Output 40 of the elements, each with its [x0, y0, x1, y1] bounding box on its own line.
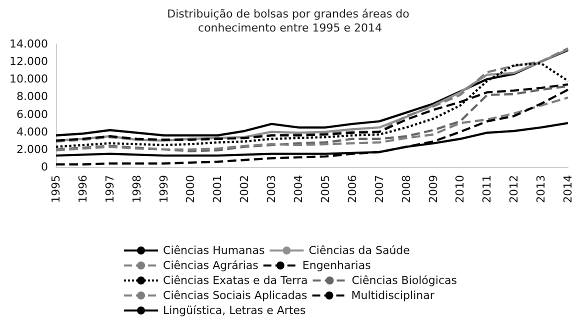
x-tick-label: 2004	[292, 175, 306, 203]
x-tick-label: 2002	[238, 175, 252, 203]
line-series	[54, 96, 570, 152]
x-tick-label: 2003	[265, 175, 278, 203]
chart-title: Distribuição de bolsas por grandes áreas do conhecimento entre 1995 e 2014	[167, 8, 413, 34]
x-tick-label: 1997	[103, 175, 116, 203]
x-tick-label: 2007	[372, 175, 386, 203]
x-tick-label: 2013	[534, 175, 548, 203]
x-tick-label: 1995	[50, 175, 62, 203]
legend-label: Lingüística, Letras e Artes	[163, 304, 306, 317]
x-tick-label: 2005	[318, 175, 332, 203]
x-tick-label: 2006	[346, 175, 359, 203]
legend-label: Ciências Exatas e da Terra	[163, 274, 308, 287]
y-tick-label: 2.000	[16, 142, 48, 156]
x-tick-label: 1996	[76, 175, 90, 203]
x-tick-label: 2011	[480, 175, 494, 203]
x-tick-label: 2010	[454, 175, 467, 203]
x-tick-label: 1998	[130, 175, 144, 203]
legend-label: Ciências Agrárias	[163, 259, 259, 272]
y-tick-label: 0	[41, 160, 48, 174]
x-tick-label: 2014	[562, 175, 574, 203]
x-tick-label: 1999	[157, 175, 170, 203]
y-tick-label: 12.000	[10, 55, 48, 68]
y-tick-label: 4.000	[16, 125, 48, 138]
legend-label: Ciências da Saúde	[308, 244, 410, 257]
line-series	[54, 88, 570, 166]
legend-label: Ciências Sociais Aplicadas	[163, 289, 308, 302]
legend-label: Multidisciplinar	[351, 289, 435, 302]
x-tick-label: 2001	[211, 175, 224, 203]
y-tick-label: 6.000	[16, 108, 48, 121]
x-tick-label: 2000	[184, 175, 198, 203]
legend-label: Ciências Biológicas	[352, 274, 458, 287]
legend-label: Engenharias	[302, 259, 372, 272]
y-tick-label: 10.000	[10, 72, 48, 86]
x-tick-label: 2012	[508, 175, 521, 203]
legend-label: Ciências Humanas	[163, 244, 265, 257]
x-tick-label: 2009	[426, 175, 440, 203]
y-tick-label: 14.000	[10, 38, 48, 50]
y-tick-label: 8.000	[16, 90, 48, 104]
x-tick-label: 2008	[400, 175, 413, 203]
